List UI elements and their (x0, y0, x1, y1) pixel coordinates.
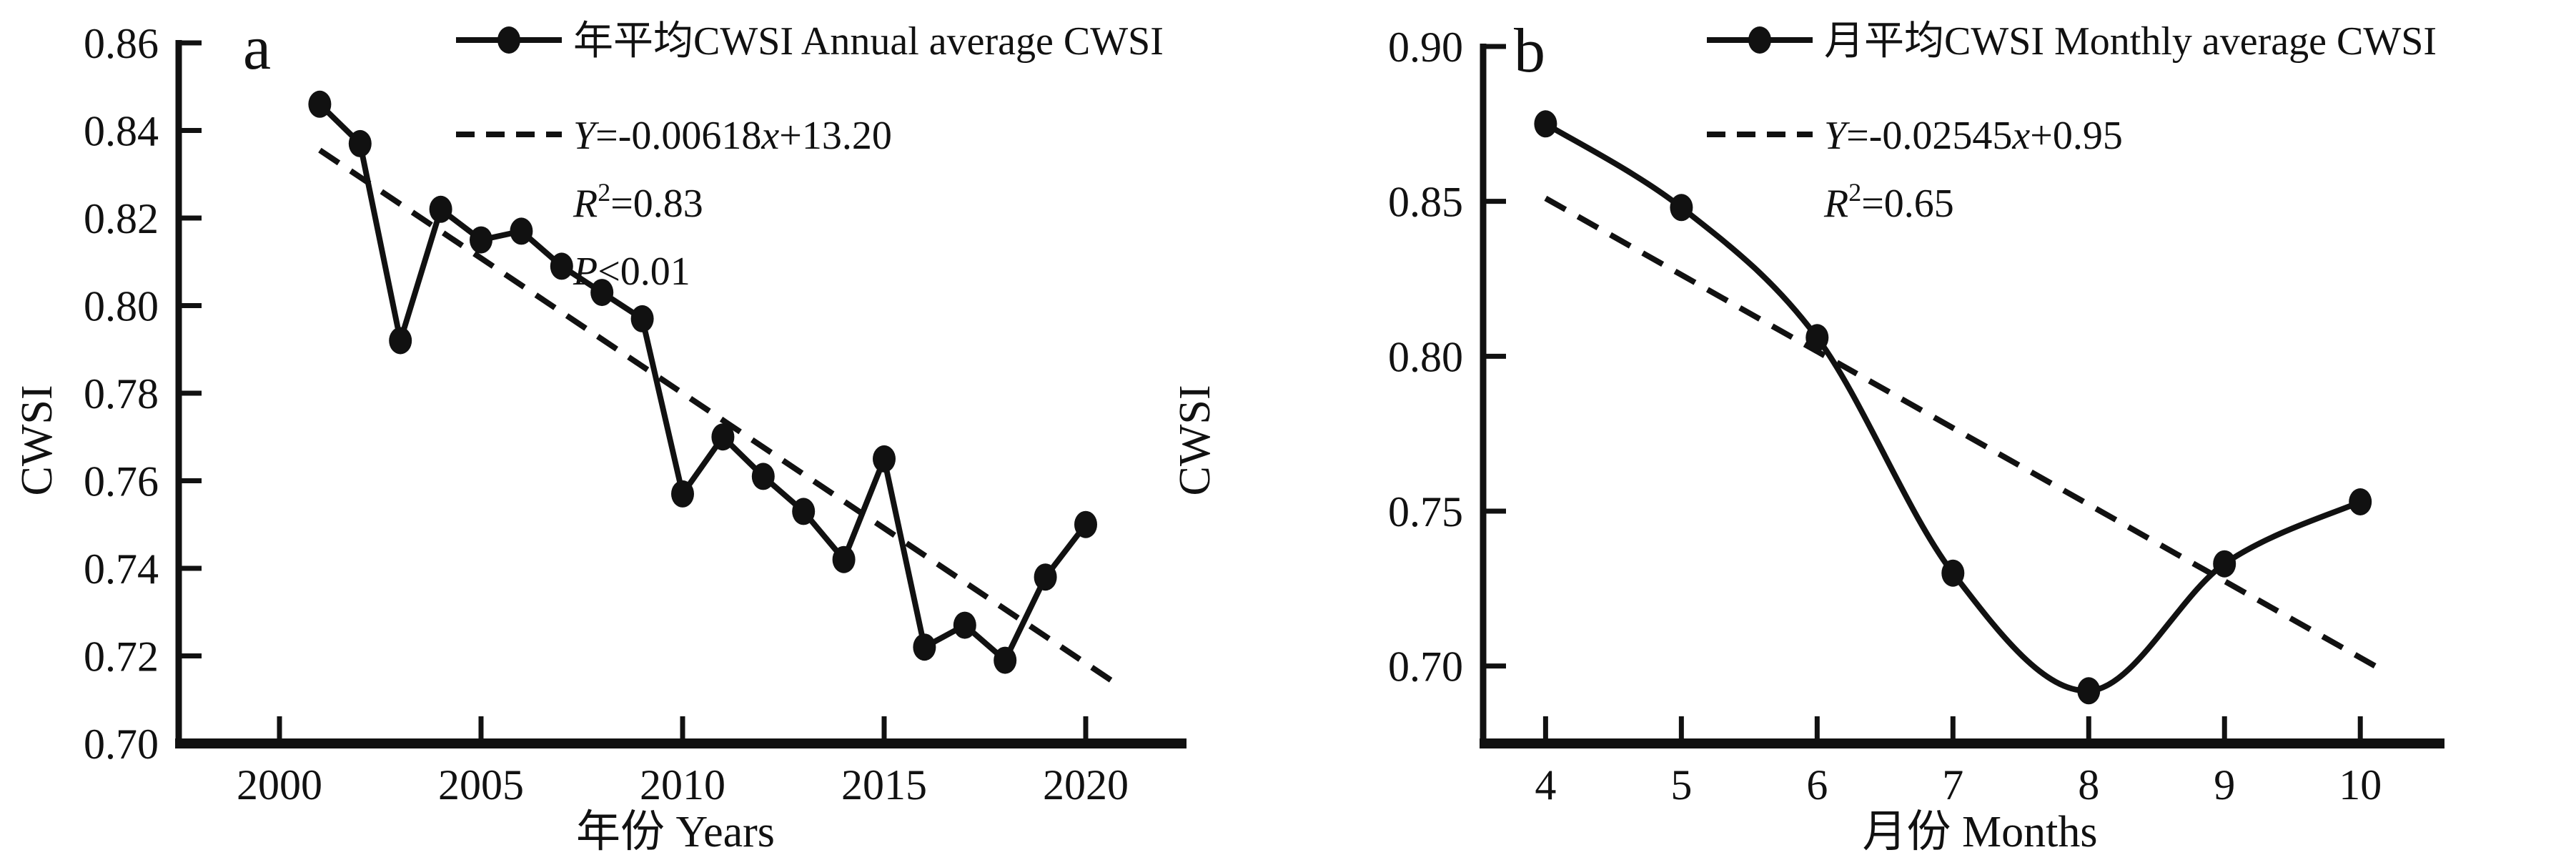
y-tick-label: 0.75 (1388, 488, 1463, 535)
legend-r-squared: R2=0.83 (573, 178, 703, 226)
legend-r-squared: R2=0.65 (1823, 178, 1954, 226)
legend-monthly: 月平均CWSI Monthly average CWSI Y=-0.02545x… (1707, 19, 2437, 226)
legend-series-label: 月平均CWSI Monthly average CWSI (1824, 19, 2437, 64)
x-tick-label: 2000 (237, 761, 322, 809)
y-tick-label: 0.80 (1388, 333, 1463, 380)
x-tick-label: 2020 (1043, 761, 1129, 809)
x-tick-label: 10 (2339, 761, 2382, 809)
legend-series-label: 年平均CWSI Annual average CWSI (573, 19, 1164, 64)
panel-label-a: a (243, 14, 271, 83)
y-tick-label: 0.86 (84, 20, 159, 67)
panel-label-b: b (1514, 16, 1545, 86)
data-point-marker (2213, 550, 2236, 578)
plot-area-annual: 0.86 0.84 0.82 0.80 0.78 0.76 0.74 0.72 0.70 2000… (84, 20, 1187, 809)
data-point-marker (470, 226, 492, 254)
x-tick-label: 2015 (841, 761, 927, 809)
y-tick-label: 0.85 (1388, 179, 1463, 226)
legend-equation: Y=-0.02545x+0.95 (1824, 114, 2123, 158)
data-point-marker (389, 327, 412, 355)
legend-equation: Y=-0.00618x+13.20 (573, 114, 892, 158)
y-tick-label: 0.70 (1388, 643, 1463, 691)
trend-line (1544, 195, 2382, 672)
data-point-marker (1670, 194, 1693, 222)
y-tick-label: 0.78 (84, 370, 159, 417)
data-point-marker (510, 217, 533, 245)
data-point-marker (832, 545, 856, 573)
data-point-marker (550, 252, 573, 280)
data-point-marker (751, 463, 775, 490)
x-tick-label: 2010 (640, 761, 725, 809)
legend-series-marker-icon (497, 26, 520, 54)
legend-series-marker-icon (1748, 26, 1771, 54)
x-tick-label: 2005 (438, 761, 524, 809)
x-tick-label: 6 (1806, 761, 1828, 809)
x-tick-label: 8 (2078, 761, 2099, 809)
data-point-marker (429, 195, 452, 223)
x-tick-label: 7 (1942, 761, 1963, 809)
data-point-marker (1534, 110, 1557, 138)
y-tick-label: 0.76 (84, 458, 159, 505)
data-point-marker (953, 611, 976, 639)
chart-monthly: b CWSI 月份 Months 月平均CWSI Monthly average… (1171, 16, 2444, 856)
x-axis-title-monthly: 月份 Months (1863, 808, 2098, 856)
data-point-marker (2077, 677, 2101, 705)
y-tick-label: 0.74 (84, 545, 159, 593)
y-tick-label: 0.84 (84, 108, 159, 155)
plot-area-monthly: 0.90 0.85 0.80 0.75 0.70 4 5 6 7 8 9 10 (1388, 24, 2444, 809)
x-axis-title-annual: 年份 Years (576, 808, 775, 856)
data-point-marker (2349, 488, 2372, 515)
y-tick-label: 0.72 (84, 633, 159, 681)
data-point-marker (994, 646, 1017, 674)
y-tick-label: 0.82 (84, 195, 159, 242)
y-tick-label: 0.70 (84, 721, 159, 768)
data-point-marker (913, 633, 936, 661)
data-point-marker (792, 498, 816, 525)
data-point-marker (308, 90, 332, 118)
data-point-marker (348, 129, 372, 157)
trend-line (318, 147, 1116, 685)
data-point-marker (630, 305, 654, 332)
data-point-marker (590, 279, 614, 307)
data-point-marker (873, 445, 896, 473)
x-tick-label: 5 (1670, 761, 1692, 809)
y-axis-title-monthly: CWSI (1171, 385, 1219, 496)
legend-annual: 年平均CWSI Annual average CWSI Y=-0.00618x+… (456, 19, 1164, 294)
x-tick-label: 9 (2214, 761, 2235, 809)
data-point-marker (1805, 324, 1829, 352)
y-axis-title-annual: CWSI (13, 385, 61, 496)
data-point-marker (1941, 559, 1965, 587)
data-point-marker (1074, 510, 1097, 538)
y-tick-label: 0.90 (1388, 24, 1463, 71)
y-tick-label: 0.80 (84, 283, 159, 330)
legend-p-value: P<0.01 (573, 249, 690, 294)
data-point-marker (711, 423, 735, 451)
chart-annual: a CWSI 年份 Years 年平均CWSI Annual average C… (13, 14, 1187, 856)
data-point-marker (671, 480, 694, 508)
x-tick-label: 4 (1535, 761, 1556, 809)
data-point-marker (1034, 563, 1057, 591)
